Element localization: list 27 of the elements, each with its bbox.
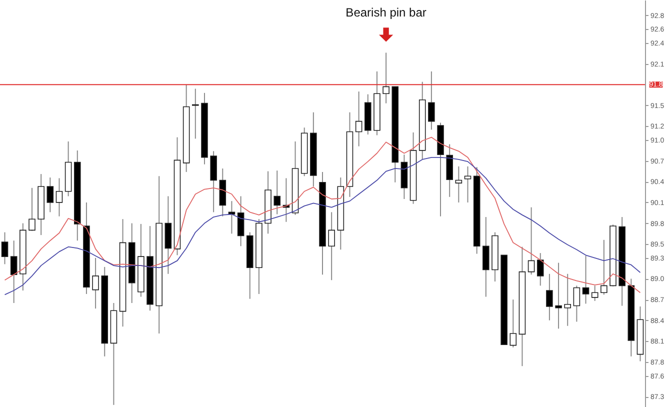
candlestick: [564, 273, 572, 326]
candlestick: [428, 70, 435, 130]
candlestick: [482, 216, 490, 298]
candlestick: [573, 285, 580, 322]
candlestick: [28, 187, 36, 232]
candlestick: [510, 299, 517, 348]
candlestick: [555, 262, 562, 330]
candlestick: [591, 285, 598, 302]
candlestick: [546, 273, 553, 321]
candlestick: [328, 212, 335, 281]
candlestick: [464, 166, 472, 203]
candlestick: [382, 52, 390, 104]
candlestick: [455, 166, 462, 203]
candlestick: [10, 240, 18, 304]
candlestick: [237, 196, 244, 247]
annotation: Bearish pin bar: [346, 6, 426, 20]
candlestick: [56, 178, 63, 217]
candlestick: [528, 206, 535, 276]
candlestick: [1, 232, 8, 265]
candlestick: [192, 88, 199, 140]
candlestick: [274, 170, 281, 215]
candlestick: [582, 255, 590, 304]
candlestick: [46, 177, 54, 213]
candlestick: [536, 252, 544, 286]
candlestick: [92, 257, 99, 310]
candlestick: [355, 91, 362, 147]
candlestick: [600, 239, 608, 296]
